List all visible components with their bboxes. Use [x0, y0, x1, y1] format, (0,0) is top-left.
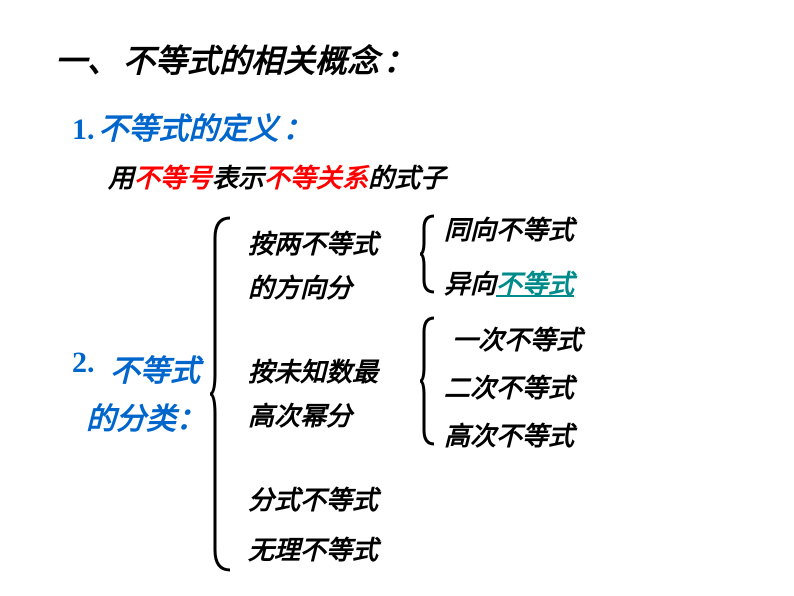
sec1-title: 不等式的定义 — [99, 113, 279, 146]
groupA-item1: 同向不等式 — [444, 210, 574, 247]
sec2-l1: 不等式 — [110, 346, 200, 390]
heading-title: 不等式的相关概念 — [123, 43, 379, 79]
groupB-label-l1: 按未知数最 — [248, 352, 378, 389]
groupA-label-l1: 按两不等式 — [248, 224, 378, 261]
sec2-colon: ： — [176, 403, 206, 436]
groupA-item2-pre: 异向 — [444, 270, 496, 299]
sec2-l2: 的分类 — [86, 403, 176, 436]
def-p2: 不等号 — [134, 164, 212, 193]
groupA-item2-wrap: 异向不等式 — [444, 264, 574, 301]
groupA-item2-link[interactable]: 不等式 — [496, 270, 574, 299]
heading-line: 一、 不等式的相关概念 ： — [55, 36, 415, 82]
sec2-num: 2. — [72, 346, 95, 380]
def-p5: 的式子 — [368, 164, 446, 193]
groupB-item1: 一次不等式 — [452, 320, 582, 357]
heading-pre: 一、 — [55, 43, 119, 79]
heading-colon: ： — [383, 43, 415, 79]
groupB-item2: 二次不等式 — [444, 368, 574, 405]
groupC-item1: 分式不等式 — [248, 480, 378, 517]
def-p1: 用 — [108, 164, 134, 193]
groupC-item2: 无理不等式 — [248, 530, 378, 567]
def-p4: 不等关系 — [264, 164, 368, 193]
brace-groupB — [420, 318, 434, 444]
def-p3: 表示 — [212, 164, 264, 193]
brace-main — [210, 218, 230, 570]
brace-groupA — [420, 216, 434, 292]
sec1-colon: ： — [283, 113, 313, 146]
sec1-line: 1. 不等式的定义 ： — [72, 104, 313, 148]
sec2-l2-wrap: 的分类： — [86, 394, 206, 438]
groupB-item3: 高次不等式 — [444, 416, 574, 453]
sec1-num: 1. — [72, 113, 95, 146]
groupB-label-l2: 高次幂分 — [248, 396, 352, 433]
definition-line: 用不等号表示不等关系的式子 — [108, 158, 446, 195]
groupA-label-l2: 的方向分 — [248, 268, 352, 305]
